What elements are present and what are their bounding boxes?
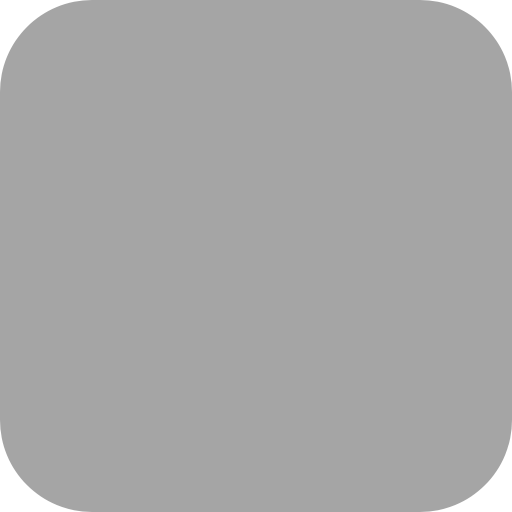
app-icon-tile: [0, 0, 512, 512]
